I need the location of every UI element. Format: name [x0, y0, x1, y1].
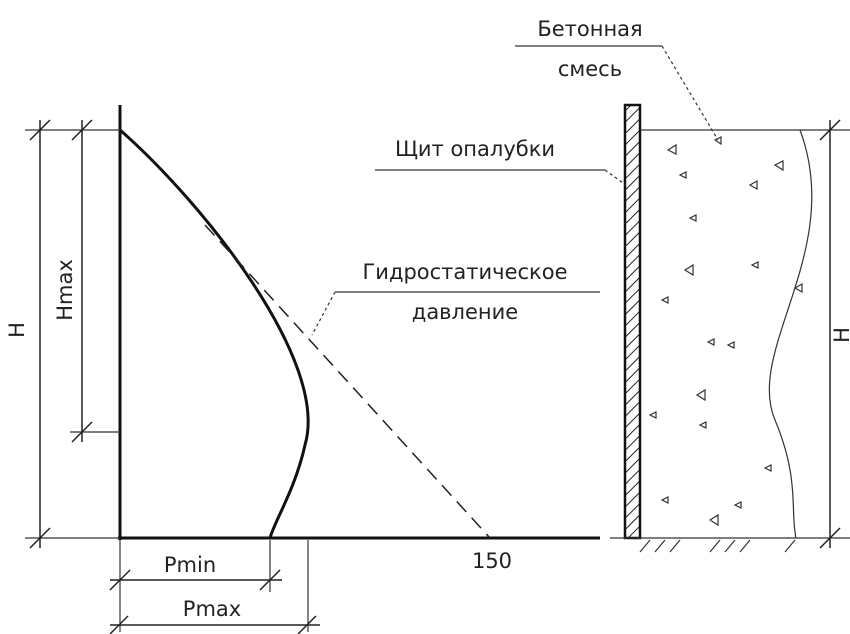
ground-hatch	[639, 539, 796, 553]
hydrostatic-line	[204, 224, 491, 539]
formwork: H Бетонная смесь Щит опалубки	[375, 17, 850, 553]
concrete-label: Бетонная	[537, 17, 642, 41]
height-label: H	[5, 322, 29, 338]
dim-tick	[819, 527, 841, 549]
pressure-curve	[119, 128, 310, 539]
dim-tick	[109, 569, 131, 591]
dim-tick	[819, 119, 841, 141]
concrete-edge	[768, 129, 813, 539]
leader-line	[311, 291, 336, 336]
pressure-diagram: H Hmax Pmin Pmax 150 Гидростатическое да…	[5, 105, 600, 634]
leader-line	[604, 169, 627, 186]
hmax-label: Hmax	[53, 259, 77, 321]
pmin-label: Pmin	[164, 553, 216, 577]
dim-tick	[259, 569, 281, 591]
dim-tick	[29, 119, 51, 141]
hydrostatic-label: давление	[412, 300, 518, 324]
dim-tick	[71, 119, 93, 141]
height-label: H	[830, 327, 850, 343]
leader-line	[661, 45, 719, 141]
dim-tick	[29, 527, 51, 549]
dim-tick	[297, 615, 317, 634]
pmax-label: Pmax	[183, 597, 241, 621]
concrete-label: смесь	[558, 57, 622, 81]
formwork-shield	[623, 103, 642, 540]
dim-tick	[71, 421, 93, 443]
dim-tick	[109, 615, 129, 634]
shield-label: Щит опалубки	[395, 137, 555, 161]
aggregate	[648, 136, 803, 527]
axis-value: 150	[472, 549, 512, 573]
hydrostatic-label: Гидростатическое	[362, 260, 567, 284]
